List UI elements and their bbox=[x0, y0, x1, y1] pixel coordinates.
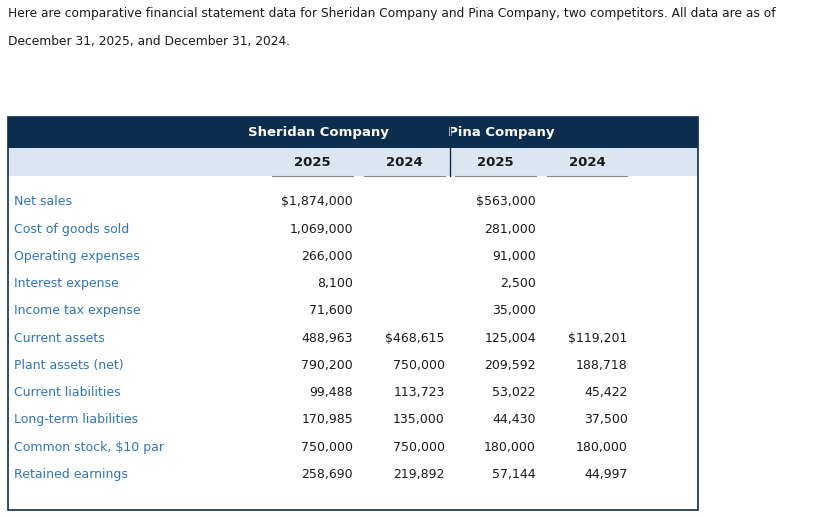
FancyBboxPatch shape bbox=[8, 188, 698, 216]
Text: 750,000: 750,000 bbox=[393, 440, 445, 454]
Text: Current liabilities: Current liabilities bbox=[14, 386, 121, 399]
Text: Here are comparative financial statement data for Sheridan Company and Pina Comp: Here are comparative financial statement… bbox=[8, 7, 776, 20]
Text: 2,500: 2,500 bbox=[500, 277, 536, 290]
Text: Sheridan Company: Sheridan Company bbox=[248, 126, 389, 139]
Text: Pina Company: Pina Company bbox=[448, 126, 554, 139]
Text: 2025: 2025 bbox=[477, 156, 514, 169]
Text: 91,000: 91,000 bbox=[492, 250, 536, 263]
FancyBboxPatch shape bbox=[8, 270, 698, 297]
Text: $119,201: $119,201 bbox=[568, 332, 627, 345]
Text: Operating expenses: Operating expenses bbox=[14, 250, 140, 263]
Text: 99,488: 99,488 bbox=[309, 386, 353, 399]
Text: 8,100: 8,100 bbox=[317, 277, 353, 290]
Text: 35,000: 35,000 bbox=[492, 305, 536, 317]
Text: Cost of goods sold: Cost of goods sold bbox=[14, 223, 129, 236]
Text: 45,422: 45,422 bbox=[584, 386, 627, 399]
FancyBboxPatch shape bbox=[8, 352, 698, 379]
Text: 113,723: 113,723 bbox=[393, 386, 445, 399]
FancyBboxPatch shape bbox=[8, 406, 698, 434]
FancyBboxPatch shape bbox=[8, 243, 698, 270]
Text: $468,615: $468,615 bbox=[385, 332, 445, 345]
Text: 53,022: 53,022 bbox=[492, 386, 536, 399]
Text: 44,997: 44,997 bbox=[584, 468, 627, 481]
FancyBboxPatch shape bbox=[8, 148, 698, 176]
Text: 44,430: 44,430 bbox=[493, 414, 536, 427]
FancyBboxPatch shape bbox=[8, 117, 698, 148]
Text: 219,892: 219,892 bbox=[393, 468, 445, 481]
Text: 2025: 2025 bbox=[294, 156, 331, 169]
Text: Current assets: Current assets bbox=[14, 332, 105, 345]
Text: 266,000: 266,000 bbox=[302, 250, 353, 263]
Text: December 31, 2025, and December 31, 2024.: December 31, 2025, and December 31, 2024… bbox=[8, 35, 290, 48]
Text: Long-term liabilities: Long-term liabilities bbox=[14, 414, 138, 427]
Text: 790,200: 790,200 bbox=[301, 359, 353, 372]
Text: 1,069,000: 1,069,000 bbox=[289, 223, 353, 236]
Text: Income tax expense: Income tax expense bbox=[14, 305, 141, 317]
Text: 135,000: 135,000 bbox=[393, 414, 445, 427]
Text: Plant assets (net): Plant assets (net) bbox=[14, 359, 123, 372]
Text: 209,592: 209,592 bbox=[485, 359, 536, 372]
Text: 180,000: 180,000 bbox=[485, 440, 536, 454]
Text: 2024: 2024 bbox=[386, 156, 423, 169]
Text: Common stock, $10 par: Common stock, $10 par bbox=[14, 440, 164, 454]
FancyBboxPatch shape bbox=[8, 434, 698, 461]
Text: 188,718: 188,718 bbox=[575, 359, 627, 372]
FancyBboxPatch shape bbox=[8, 461, 698, 488]
Text: 170,985: 170,985 bbox=[301, 414, 353, 427]
Text: 71,600: 71,600 bbox=[309, 305, 353, 317]
Text: 37,500: 37,500 bbox=[584, 414, 627, 427]
Text: Interest expense: Interest expense bbox=[14, 277, 118, 290]
Text: 2024: 2024 bbox=[569, 156, 605, 169]
Text: 488,963: 488,963 bbox=[302, 332, 353, 345]
Text: 750,000: 750,000 bbox=[301, 440, 353, 454]
Text: 180,000: 180,000 bbox=[575, 440, 627, 454]
FancyBboxPatch shape bbox=[8, 325, 698, 352]
FancyBboxPatch shape bbox=[8, 216, 698, 243]
FancyBboxPatch shape bbox=[8, 379, 698, 406]
Text: 281,000: 281,000 bbox=[485, 223, 536, 236]
Text: $563,000: $563,000 bbox=[476, 195, 536, 208]
Text: $1,874,000: $1,874,000 bbox=[281, 195, 353, 208]
Text: Retained earnings: Retained earnings bbox=[14, 468, 128, 481]
Text: 125,004: 125,004 bbox=[485, 332, 536, 345]
Text: 750,000: 750,000 bbox=[393, 359, 445, 372]
Text: 57,144: 57,144 bbox=[492, 468, 536, 481]
Text: 258,690: 258,690 bbox=[302, 468, 353, 481]
Text: Net sales: Net sales bbox=[14, 195, 72, 208]
FancyBboxPatch shape bbox=[8, 297, 698, 325]
